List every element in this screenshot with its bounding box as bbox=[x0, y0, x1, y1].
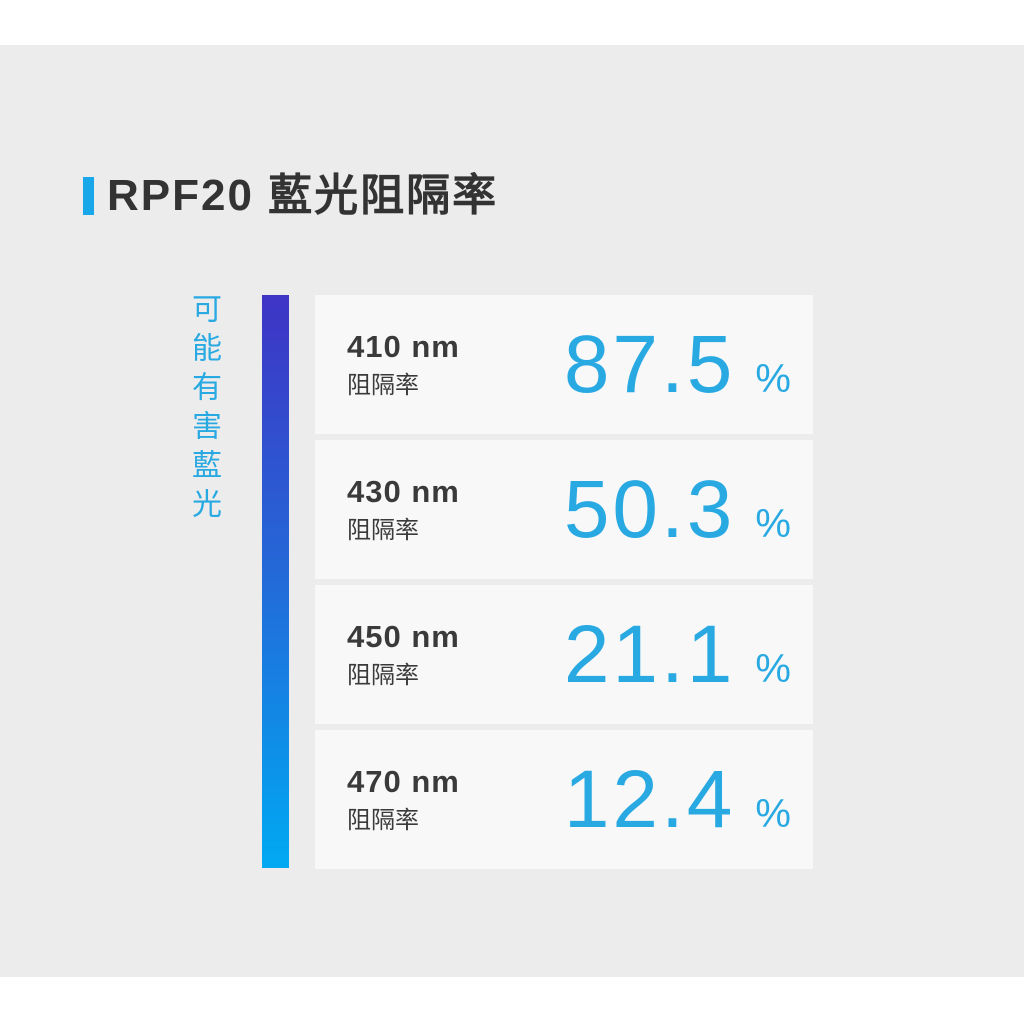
wave-block: 470 nm 阻隔率 bbox=[347, 764, 522, 834]
metric-label: 阻隔率 bbox=[347, 517, 419, 545]
wave-block: 410 nm 阻隔率 bbox=[347, 329, 522, 399]
percent-unit: % bbox=[755, 356, 791, 401]
page-title: RPF20 藍光阻隔率 bbox=[107, 171, 499, 220]
wavelength-label: 470 nm bbox=[347, 764, 460, 800]
percent-unit: % bbox=[755, 791, 791, 836]
wavelength-label: 430 nm bbox=[347, 474, 460, 510]
percent-unit: % bbox=[755, 501, 791, 546]
metric-label: 阻隔率 bbox=[347, 372, 419, 400]
wave-block: 450 nm 阻隔率 bbox=[347, 619, 522, 689]
wavelength-label: 450 nm bbox=[347, 619, 460, 655]
blocking-rate-card-450nm: 450 nm 阻隔率 21.1 % bbox=[315, 585, 813, 724]
blue-light-gradient-bar bbox=[262, 295, 289, 868]
wavelength-label: 410 nm bbox=[347, 329, 460, 365]
blocking-rate-cards: 410 nm 阻隔率 87.5 % 430 nm 阻隔率 50.3 % 450 … bbox=[315, 295, 813, 869]
wave-block: 430 nm 阻隔率 bbox=[347, 474, 522, 544]
blocking-rate-card-410nm: 410 nm 阻隔率 87.5 % bbox=[315, 295, 813, 434]
title-accent-bar bbox=[83, 177, 94, 215]
blocking-rate-card-430nm: 430 nm 阻隔率 50.3 % bbox=[315, 440, 813, 579]
value-block: 87.5 % bbox=[522, 318, 791, 410]
harmful-blue-light-label: 可能有害藍光 bbox=[187, 293, 220, 527]
blocking-rate-card-470nm: 470 nm 阻隔率 12.4 % bbox=[315, 730, 813, 869]
value-block: 12.4 % bbox=[522, 753, 791, 845]
title-row: RPF20 藍光阻隔率 bbox=[83, 174, 498, 218]
percent-unit: % bbox=[755, 646, 791, 691]
metric-label: 阻隔率 bbox=[347, 662, 419, 690]
blocking-rate-value: 21.1 bbox=[563, 608, 736, 700]
blocking-rate-value: 87.5 bbox=[563, 318, 736, 410]
blocking-rate-value: 50.3 bbox=[563, 463, 736, 555]
metric-label: 阻隔率 bbox=[347, 807, 419, 835]
value-block: 50.3 % bbox=[522, 463, 791, 555]
blocking-rate-value: 12.4 bbox=[563, 753, 736, 845]
value-block: 21.1 % bbox=[522, 608, 791, 700]
